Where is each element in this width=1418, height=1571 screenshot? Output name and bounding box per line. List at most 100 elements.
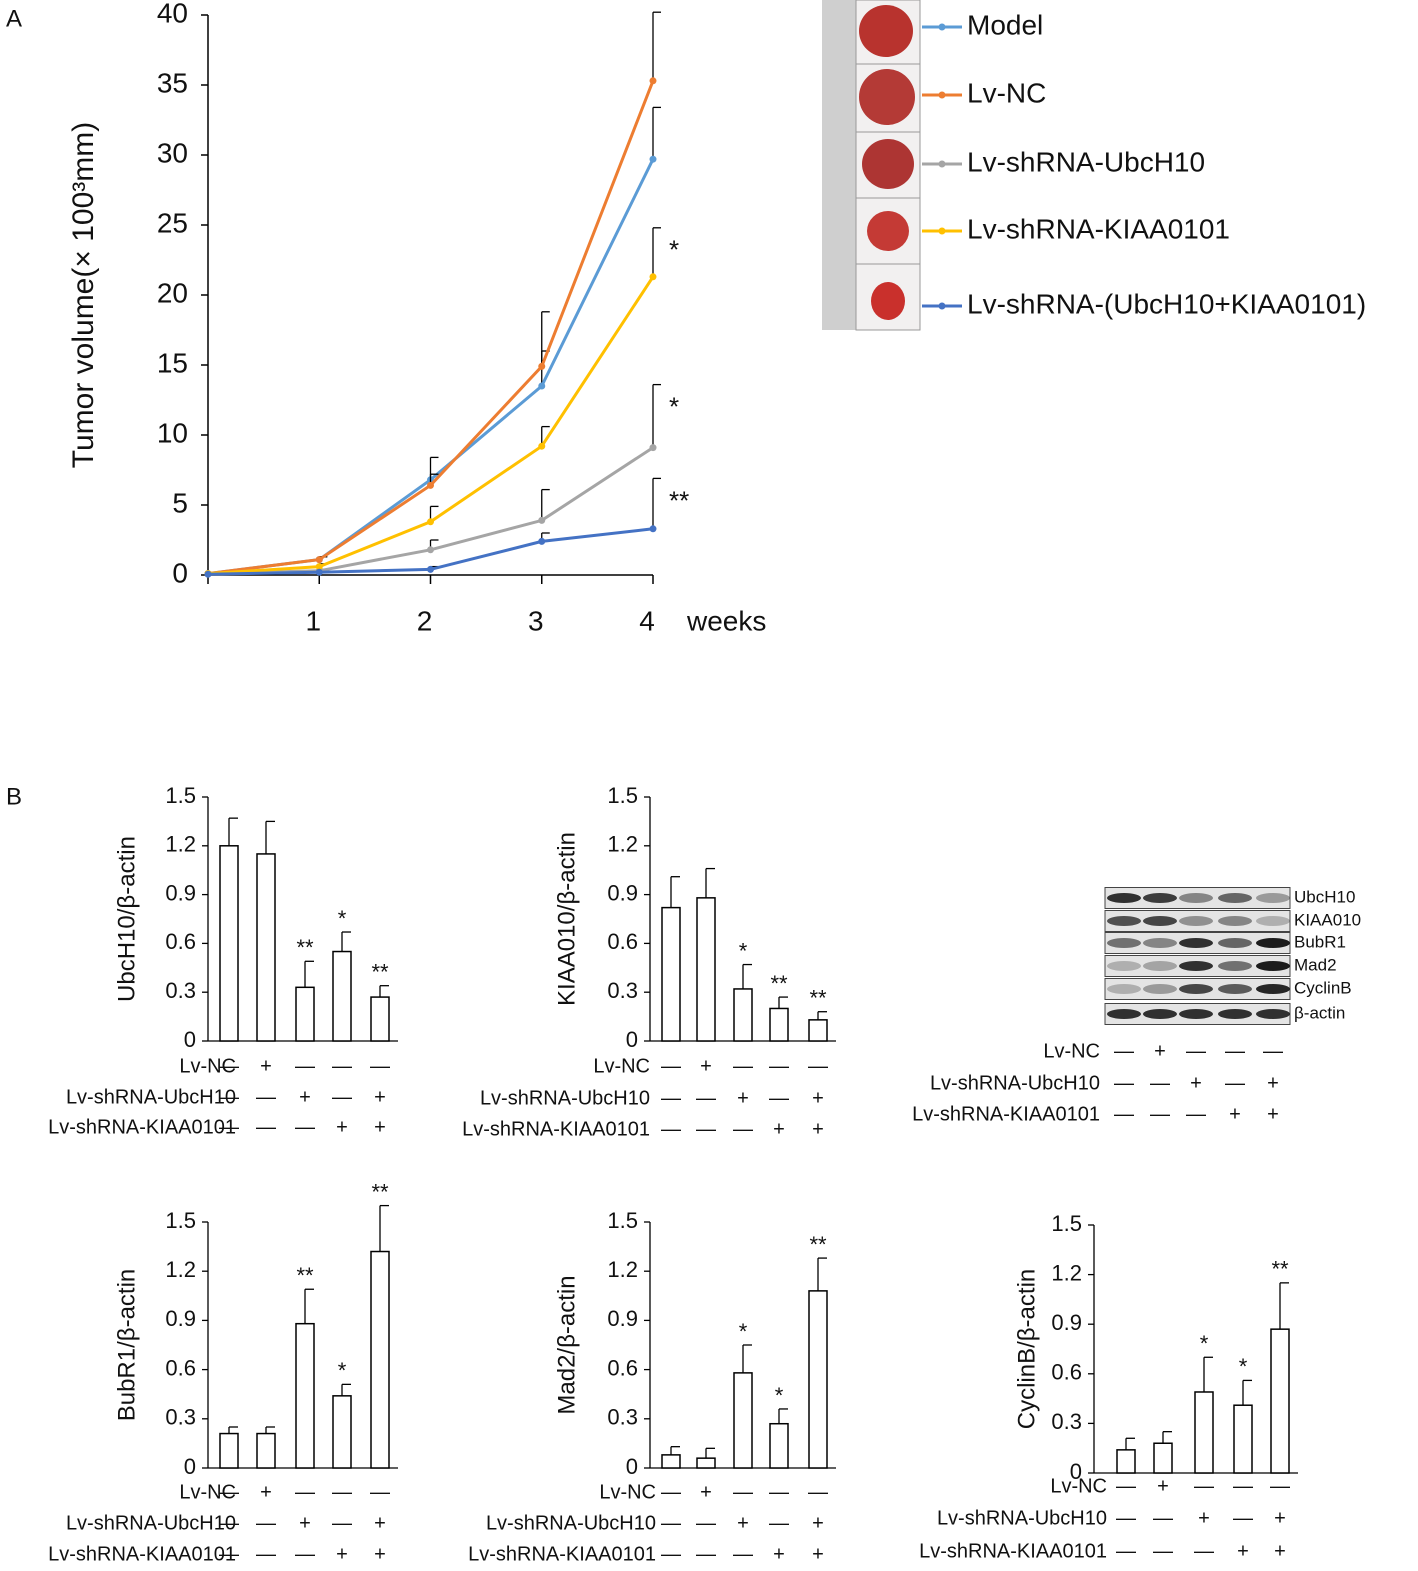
bar bbox=[219, 845, 239, 1042]
y-axis-label: BubR1/β-actin bbox=[113, 1269, 140, 1422]
bar bbox=[1116, 1449, 1136, 1474]
y-tick-label: 0 bbox=[626, 1454, 638, 1479]
y-tick-label: 0.3 bbox=[607, 1405, 638, 1430]
condition-sign: — bbox=[661, 1543, 681, 1565]
legend-label: Lv-NC bbox=[967, 77, 1046, 108]
condition-sign: — bbox=[1225, 1072, 1245, 1094]
condition-sign: + bbox=[773, 1543, 785, 1565]
y-tick-label: 35 bbox=[157, 67, 188, 98]
y-tick-label: 0 bbox=[1070, 1459, 1082, 1484]
y-tick-label: 1.5 bbox=[165, 1208, 196, 1233]
significance: ** bbox=[770, 971, 788, 996]
condition-sign: + bbox=[1190, 1072, 1202, 1094]
point bbox=[315, 556, 323, 564]
y-tick-label: 1.2 bbox=[607, 832, 638, 857]
significance: ** bbox=[296, 1263, 314, 1288]
bar bbox=[332, 1395, 352, 1469]
y-axis-label: KIAA010/β-actin bbox=[553, 832, 580, 1006]
y-tick-label: 40 bbox=[157, 0, 188, 28]
condition-sign: — bbox=[1270, 1475, 1290, 1497]
x-axis-label: weeks bbox=[686, 605, 766, 636]
condition-sign: + bbox=[260, 1481, 272, 1503]
significance: * bbox=[338, 906, 347, 931]
condition-sign: — bbox=[769, 1055, 789, 1077]
condition-sign: + bbox=[1267, 1103, 1279, 1125]
y-tick-label: 0.9 bbox=[607, 880, 638, 905]
legend-marker bbox=[938, 23, 946, 31]
blot-label: BubR1 bbox=[1294, 932, 1346, 951]
condition-sign: — bbox=[332, 1055, 352, 1077]
bar bbox=[295, 1322, 315, 1469]
condition-name: Lv-NC bbox=[1043, 1040, 1100, 1062]
point bbox=[538, 537, 546, 545]
tumor bbox=[862, 139, 914, 189]
condition-sign: — bbox=[661, 1055, 681, 1077]
bar bbox=[370, 1250, 390, 1469]
blot-strip bbox=[1104, 887, 1291, 909]
blot-band bbox=[1218, 893, 1252, 903]
condition-sign: — bbox=[256, 1116, 276, 1138]
y-tick-label: 30 bbox=[157, 137, 188, 168]
condition-sign: — bbox=[332, 1481, 352, 1503]
point bbox=[649, 273, 657, 281]
blot-band bbox=[1143, 916, 1177, 926]
condition-sign: — bbox=[1150, 1072, 1170, 1094]
y-tick-label: 0 bbox=[184, 1027, 196, 1052]
condition-name: Lv-shRNA-KIAA0101 bbox=[468, 1543, 656, 1565]
bar bbox=[808, 1019, 828, 1042]
bar bbox=[733, 988, 753, 1042]
condition-name: Lv-shRNA-KIAA0101 bbox=[912, 1103, 1100, 1125]
tumor-photos bbox=[822, 0, 921, 331]
condition-sign: — bbox=[1233, 1475, 1253, 1497]
significance: ** bbox=[296, 935, 314, 960]
bar bbox=[256, 853, 276, 1042]
point bbox=[315, 563, 323, 571]
blot-band bbox=[1218, 938, 1252, 948]
condition-sign: — bbox=[1153, 1540, 1173, 1562]
point bbox=[649, 444, 657, 452]
condition-name: Lv-shRNA-KIAA0101 bbox=[462, 1118, 650, 1140]
condition-sign: — bbox=[661, 1481, 681, 1503]
blot-band bbox=[1218, 961, 1252, 971]
condition-sign: + bbox=[737, 1512, 749, 1534]
x-tick-label: 3 bbox=[528, 605, 544, 636]
condition-sign: — bbox=[1116, 1507, 1136, 1529]
condition-sign: — bbox=[661, 1087, 681, 1109]
significance: * bbox=[1200, 1331, 1209, 1356]
condition-sign: + bbox=[812, 1118, 824, 1140]
condition-sign: + bbox=[1154, 1040, 1166, 1062]
condition-sign: — bbox=[1186, 1040, 1206, 1062]
bar bbox=[219, 1432, 239, 1469]
legend-label: Lv-shRNA-UbcH10 bbox=[967, 146, 1205, 177]
y-tick-label: 15 bbox=[157, 347, 188, 378]
condition-sign: + bbox=[812, 1543, 824, 1565]
condition-sign: + bbox=[1198, 1507, 1210, 1529]
point bbox=[538, 362, 546, 370]
bar bbox=[1233, 1404, 1253, 1474]
condition-name: Lv-shRNA-UbcH10 bbox=[66, 1512, 236, 1534]
y-tick-label: 0.9 bbox=[165, 1306, 196, 1331]
condition-sign: + bbox=[1229, 1103, 1241, 1125]
significance: * bbox=[1239, 1354, 1248, 1379]
blot-band bbox=[1143, 984, 1177, 994]
condition-sign: + bbox=[812, 1087, 824, 1109]
blot-band bbox=[1256, 961, 1290, 971]
condition-sign: + bbox=[1267, 1072, 1279, 1094]
condition-sign: — bbox=[370, 1481, 390, 1503]
blot-band bbox=[1143, 961, 1177, 971]
y-axis-label: CyclinB/β-actin bbox=[1013, 1269, 1040, 1430]
condition-sign: — bbox=[219, 1481, 239, 1503]
condition-name: Lv-shRNA-UbcH10 bbox=[480, 1087, 650, 1109]
blot-band bbox=[1256, 938, 1290, 948]
blot-band bbox=[1107, 938, 1141, 948]
condition-name: Lv-NC bbox=[593, 1055, 650, 1077]
point bbox=[427, 481, 434, 489]
bar bbox=[808, 1290, 828, 1469]
y-tick-label: 1.5 bbox=[165, 783, 196, 808]
bar bbox=[1153, 1442, 1173, 1474]
y-tick-label: 1.5 bbox=[607, 1208, 638, 1233]
legend-marker bbox=[938, 302, 946, 310]
y-tick-label: 1.2 bbox=[165, 1257, 196, 1282]
significance: ** bbox=[371, 960, 389, 985]
y-tick-label: 0.6 bbox=[165, 1355, 196, 1380]
